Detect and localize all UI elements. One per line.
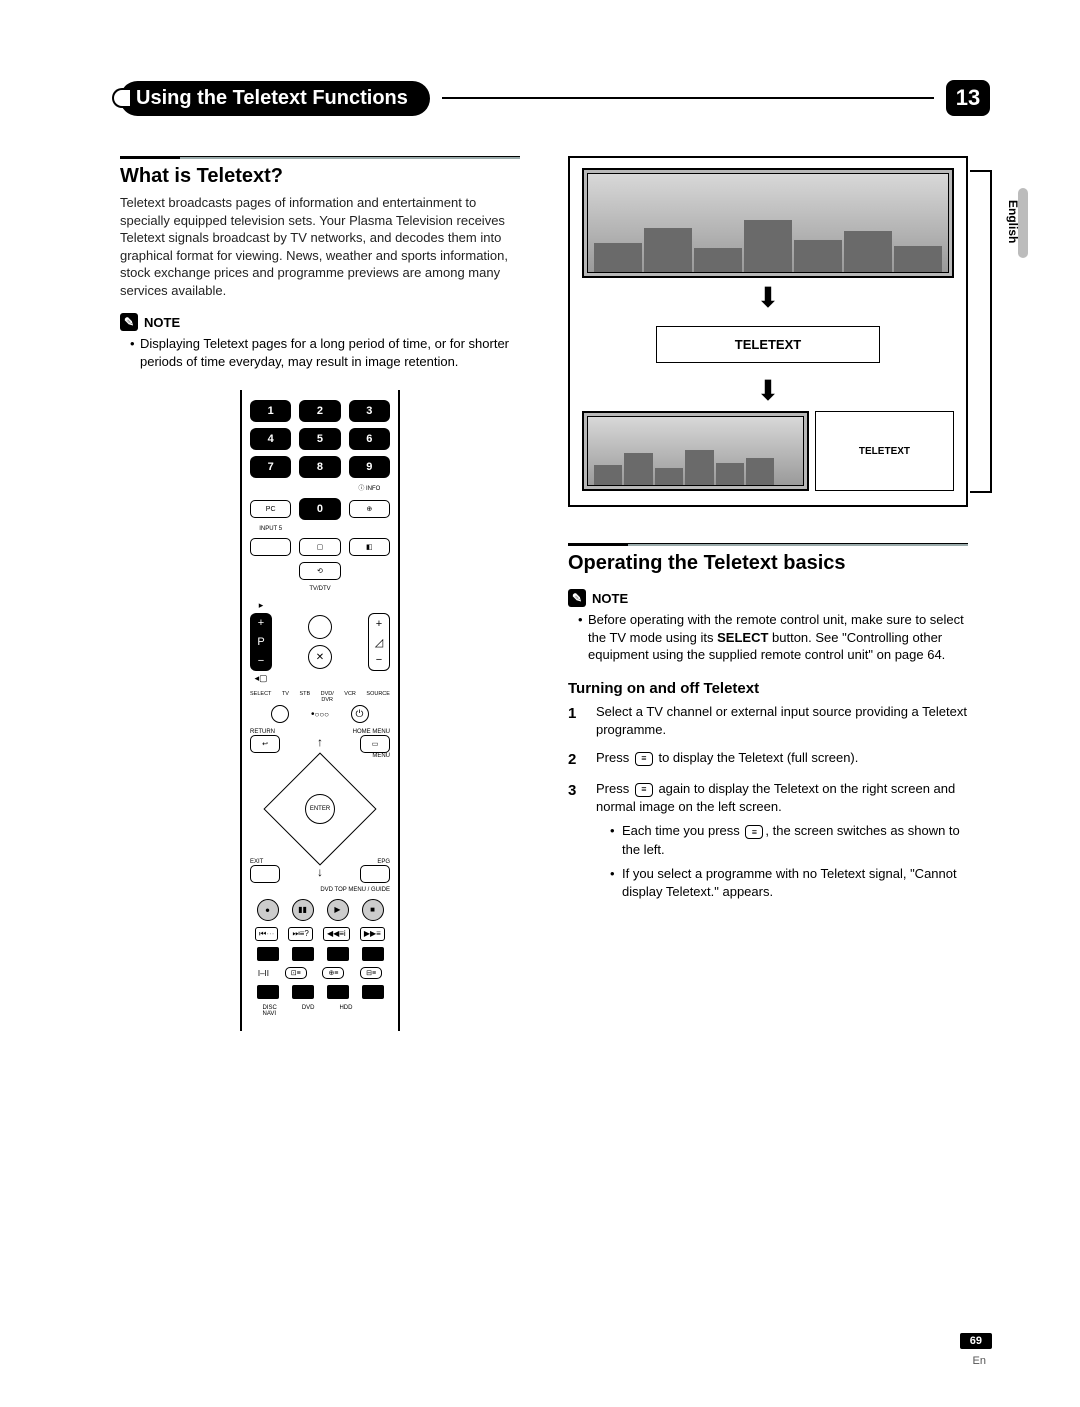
i-ii-label: I–II <box>258 969 269 978</box>
dvd-label: DVD <box>302 1005 315 1017</box>
teletext-button-icon: ≡ <box>745 825 763 839</box>
remote-btn-blue: ■ <box>362 899 384 921</box>
sub-heading-turning-on-off: Turning on and off Teletext <box>568 680 968 697</box>
note-label: NOTE <box>144 315 180 330</box>
remote-btn-exit <box>250 865 280 883</box>
remote-btn-1: 1 <box>250 400 291 422</box>
remote-btn-2: 2 <box>299 400 340 422</box>
remote-btn-sq7 <box>327 985 349 999</box>
remote-btn-8: 8 <box>299 456 340 478</box>
remote-btn-rew: ◀◀≡i <box>323 927 350 941</box>
screen-cycle-diagram: ⬇ TELETEXT ⬇ <box>568 156 968 507</box>
remote-btn-subtitle: ⊡≡ <box>285 967 307 979</box>
remote-rocker-p: +P− <box>250 613 272 671</box>
arrow-down-icon: ⬇ <box>582 284 954 312</box>
remote-btn-sq6 <box>292 985 314 999</box>
chapter-title: Using the Teletext Functions <box>120 81 430 116</box>
remote-btn-7: 7 <box>250 456 291 478</box>
step-3: 3 Press ≡ again to display the Teletext … <box>568 780 968 907</box>
screen-half-image <box>582 411 809 491</box>
remote-btn-epg <box>360 865 390 883</box>
tvdtv-label: TV/DTV <box>250 586 390 592</box>
header-rule <box>442 97 934 99</box>
note-text: Before operating with the remote control… <box>578 611 968 664</box>
source-label: SOURCE <box>366 692 390 703</box>
pencil-note-icon: ✎ <box>120 313 138 331</box>
teletext-description: Teletext broadcasts pages of information… <box>120 194 520 299</box>
step-2: 2 Press ≡ to display the Teletext (full … <box>568 749 968 770</box>
note-label: NOTE <box>592 591 628 606</box>
input5-label: INPUT 5 <box>250 526 291 532</box>
remote-btn-4: 4 <box>250 428 291 450</box>
dvr-label: DVD/ DVR <box>321 692 334 703</box>
step-3-sub-1: Each time you press ≡, the screen switch… <box>610 822 968 858</box>
hdd-label: HDD <box>339 1005 352 1017</box>
chapter-header: Using the Teletext Functions 13 <box>120 80 990 116</box>
screen-full-image <box>582 168 954 278</box>
remote-btn-hold: ⊟≡ <box>360 967 382 979</box>
remote-btn-red: ● <box>257 899 279 921</box>
remote-btn-sq2 <box>292 947 314 961</box>
remote-btn-green: ▮▮ <box>292 899 314 921</box>
info-label: ⓘ INFO <box>349 486 390 492</box>
remote-btn-tvdtv <box>308 615 332 639</box>
remote-btn-power: ⏻ <box>351 705 369 723</box>
remote-btn-sq5 <box>257 985 279 999</box>
section-heading-what-is-teletext: What is Teletext? <box>120 165 520 188</box>
step-1: 1 Select a TV channel or external input … <box>568 703 968 739</box>
stb-label: STB <box>299 692 310 703</box>
remote-btn-5: 5 <box>299 428 340 450</box>
remote-btn-size: ⊕≡ <box>322 967 344 979</box>
page-language-code: En <box>973 1355 986 1367</box>
remote-select-wheel <box>271 705 289 723</box>
remote-btn-info: ⊕ <box>349 500 390 518</box>
remote-btn-mute: ✕ <box>308 645 332 669</box>
section-rule <box>120 156 520 159</box>
chapter-number-badge: 13 <box>946 80 990 116</box>
remote-dpad: ENTER <box>263 753 376 866</box>
remote-btn-9: 9 <box>349 456 390 478</box>
remote-btn-enter: ENTER <box>305 794 335 824</box>
remote-btn-home-menu: ▭ <box>360 735 390 753</box>
language-tab: English <box>1006 200 1020 243</box>
cycle-bracket <box>970 170 992 493</box>
remote-btn-split: ◧ <box>349 538 390 556</box>
note-block-left: ✎ NOTE Displaying Teletext pages for a l… <box>120 313 520 370</box>
teletext-half-box: TELETEXT <box>815 411 954 491</box>
remote-btn-freeze: ▢ <box>299 538 340 556</box>
remote-rocker-vol: +◿− <box>368 613 390 671</box>
step-3-sub-2: If you select a programme with no Telete… <box>610 865 968 901</box>
teletext-full-box: TELETEXT <box>656 326 879 363</box>
vcr-label: VCR <box>344 692 356 703</box>
guide-label: DVD TOP MENU / GUIDE <box>250 887 390 893</box>
remote-btn-3: 3 <box>349 400 390 422</box>
note-bullet: Displaying Teletext pages for a long per… <box>130 335 520 370</box>
remote-btn-sq1 <box>257 947 279 961</box>
remote-btn-pc: PC <box>250 500 291 518</box>
pencil-note-icon: ✎ <box>568 589 586 607</box>
remote-btn-sq8 <box>362 985 384 999</box>
note-block-right: ✎ NOTE Before operating with the remote … <box>568 589 968 664</box>
remote-btn-fwd: ▶▶≡ <box>360 927 385 941</box>
remote-control-diagram: 1 2 3 4 5 6 7 8 9 ⓘ INFO <box>240 390 400 1031</box>
tv-label: TV <box>282 692 289 703</box>
teletext-button-icon: ≡ <box>635 752 653 766</box>
remote-btn-input5 <box>250 538 291 556</box>
remote-btn-return: ↩ <box>250 735 280 753</box>
remote-btn-6: 6 <box>349 428 390 450</box>
section-rule <box>568 543 968 546</box>
remote-btn-yellow: ▶ <box>327 899 349 921</box>
section-heading-operating: Operating the Teletext basics <box>568 552 968 575</box>
remote-btn-swap: ⟲ <box>299 562 340 580</box>
teletext-button-icon: ≡ <box>635 783 653 797</box>
page-number-badge: 69 <box>960 1333 992 1349</box>
remote-btn-sq3 <box>327 947 349 961</box>
remote-btn-next: ⏭≡? <box>288 927 312 941</box>
remote-btn-prev: ⏮⋯ <box>255 927 278 941</box>
remote-btn-0: 0 <box>299 498 340 520</box>
remote-btn-sq4 <box>362 947 384 961</box>
arrow-down-icon: ⬇ <box>582 377 954 405</box>
select-label: SELECT <box>250 692 271 703</box>
disc-navi-label: DISC NAVI <box>262 1005 276 1017</box>
